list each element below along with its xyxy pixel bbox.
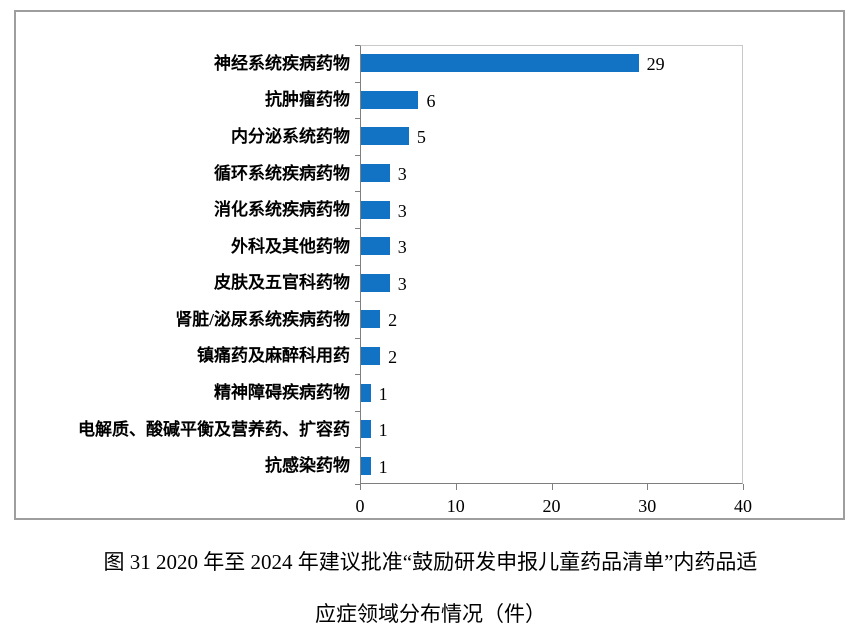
category-label: 神经系统疾病药物: [214, 53, 350, 73]
bar-value-label: 3: [397, 273, 407, 294]
bar: [361, 164, 390, 183]
bar: [361, 237, 390, 256]
bar-value-label: 1: [378, 383, 388, 404]
y-axis-tick: [355, 264, 360, 266]
category-label: 精神障碍疾病药物: [214, 383, 350, 403]
x-axis-tick-label: 30: [638, 496, 657, 516]
category-label: 循环系统疾病药物: [214, 163, 350, 183]
x-axis-tick: [551, 484, 553, 490]
bar: [361, 90, 419, 109]
y-axis-tick: [355, 484, 360, 485]
bar-value-label: 1: [378, 456, 388, 477]
bar-value-label: 3: [397, 200, 407, 221]
category-label: 消化系统疾病药物: [214, 200, 350, 220]
bar: [361, 383, 371, 402]
category-label: 抗感染药物: [265, 456, 350, 476]
x-axis-tick: [743, 484, 744, 490]
bar: [361, 346, 381, 365]
figure-caption-line1: 图 31 2020 年至 2024 年建议批准“鼓励研发申报儿童药品清单”内药品…: [103, 550, 758, 574]
category-label: 内分泌系统药物: [231, 126, 350, 146]
bar-chart: 神经系统疾病药物 29 抗肿瘤药物 6 内分泌系统药物 5 循环系统疾病药物 3 消化系统疾病药…: [16, 12, 843, 518]
bar-value-label: 6: [426, 90, 436, 111]
x-axis-tick: [455, 484, 457, 490]
y-axis-tick: [355, 227, 360, 229]
y-axis-tick: [355, 447, 360, 449]
bar-value-label: 3: [397, 164, 407, 185]
x-axis-tick-label: 40: [734, 496, 752, 516]
bar: [361, 127, 409, 146]
bar: [361, 273, 390, 292]
plot-area: [360, 45, 743, 484]
bar-value-label: 2: [388, 346, 398, 367]
category-label: 皮肤及五官科药物: [214, 273, 350, 293]
x-axis-tick-label: 0: [355, 496, 365, 516]
category-label: 肾脏/泌尿系统疾病药物: [175, 309, 350, 329]
category-label: 镇痛药及麻醉科用药: [197, 346, 350, 366]
category-label: 抗肿瘤药物: [265, 90, 350, 110]
y-axis-tick: [355, 154, 360, 156]
bar-value-label: 5: [416, 127, 426, 148]
y-axis-tick: [355, 81, 360, 83]
y-axis-tick: [355, 301, 360, 303]
y-axis-tick: [355, 118, 360, 120]
x-axis-tick: [360, 484, 361, 490]
bar-value-label: 3: [397, 237, 407, 258]
x-axis-tick: [647, 484, 649, 490]
y-axis-tick: [355, 374, 360, 376]
y-axis-tick: [355, 191, 360, 193]
category-label: 外科及其他药物: [231, 236, 350, 256]
y-axis-tick: [355, 337, 360, 339]
y-axis-tick: [355, 410, 360, 412]
y-axis-tick: [355, 45, 360, 46]
chart-frame: 神经系统疾病药物 29 抗肿瘤药物 6 内分泌系统药物 5 循环系统疾病药物 3 消化系统疾病药…: [14, 10, 845, 520]
x-axis-tick-label: 20: [542, 496, 561, 516]
bar: [361, 54, 639, 73]
bar-value-label: 1: [378, 420, 388, 441]
bar-value-label: 2: [388, 310, 398, 331]
bar: [361, 420, 371, 439]
category-label: 电解质、酸碱平衡及营养药、扩容药: [78, 419, 350, 439]
bar: [361, 310, 381, 329]
bar: [361, 456, 371, 475]
bar-value-label: 29: [646, 54, 665, 75]
figure-caption-line2: 应症领域分布情况（件）: [315, 602, 546, 626]
figure-caption: 图 31 2020 年至 2024 年建议批准“鼓励研发申报儿童药品清单”内药品…: [0, 536, 861, 630]
bar: [361, 200, 390, 219]
x-axis-tick-label: 10: [446, 496, 465, 516]
